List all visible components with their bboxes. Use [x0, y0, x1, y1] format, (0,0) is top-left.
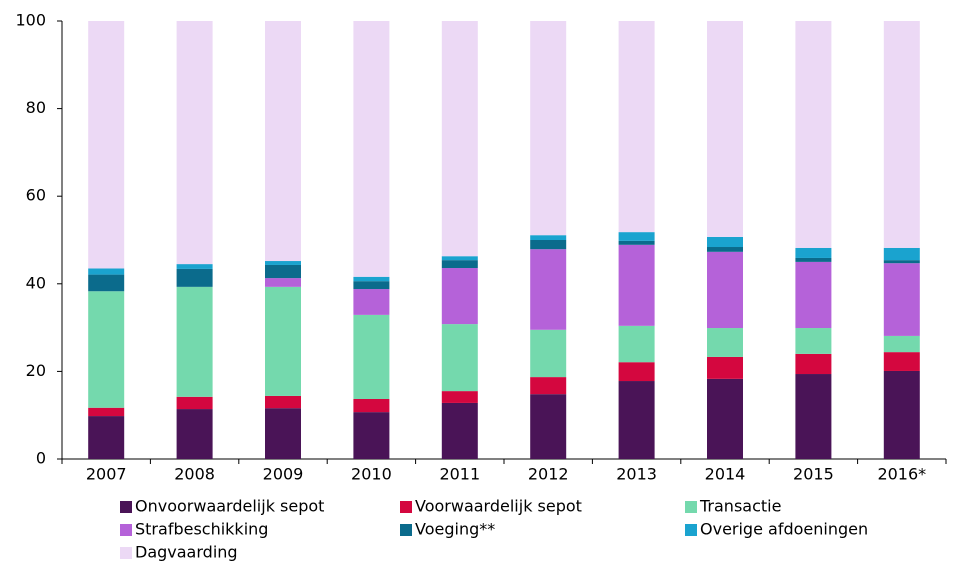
bar-segment: [441, 391, 478, 403]
y-tick-label: 60: [26, 186, 46, 205]
legend-swatch: [120, 524, 132, 536]
x-tick-label: 2010: [351, 465, 392, 484]
x-tick-label: 2007: [86, 465, 127, 484]
x-tick-label: 2008: [174, 465, 215, 484]
bar-segment: [618, 325, 655, 363]
bar-segment: [265, 408, 301, 459]
bar-segment: [441, 260, 478, 269]
bar-segment: [265, 395, 301, 409]
bar-segment: [88, 21, 125, 269]
bar-segment: [265, 286, 301, 396]
bar-segment: [795, 247, 832, 258]
x-tick-label: 2009: [263, 465, 304, 484]
legend-swatch: [120, 547, 132, 559]
bar-segment: [707, 356, 743, 379]
x-tick-label: 2015: [793, 465, 834, 484]
bar-segment: [530, 394, 567, 459]
bar-segment: [707, 21, 743, 237]
bar-segment: [618, 232, 655, 241]
bar-segment: [707, 378, 743, 459]
bar-segment: [795, 353, 832, 375]
y-tick-label: 0: [36, 449, 46, 468]
bar-segment: [530, 235, 567, 240]
legend-swatch: [400, 524, 412, 536]
bar-segment: [883, 247, 920, 261]
bar-segment: [441, 324, 478, 392]
bar-segment: [176, 268, 213, 287]
x-tick-label: 2011: [439, 465, 480, 484]
bar-segment: [707, 251, 743, 329]
bar-segment: [795, 374, 832, 459]
bar-segment: [707, 236, 743, 248]
legend-swatch: [685, 524, 697, 536]
bar-segment: [176, 409, 213, 459]
bar-segment: [618, 381, 655, 459]
bar-segment: [530, 249, 567, 330]
bar-segment: [883, 335, 920, 353]
bar-segment: [530, 240, 567, 250]
bar-segment: [176, 21, 213, 265]
bar-segment: [707, 328, 743, 357]
legend-label: Dagvaarding: [135, 543, 238, 562]
x-tick-label: 2012: [528, 465, 569, 484]
x-tick-label: 2016*: [877, 465, 926, 484]
x-tick-label: 2014: [705, 465, 746, 484]
y-tick-label: 100: [15, 11, 46, 30]
legend-label: Overige afdoeningen: [700, 520, 868, 539]
bar-segment: [353, 398, 390, 413]
y-tick-label: 80: [26, 98, 46, 117]
bar-segment: [88, 407, 125, 417]
bar-segment: [265, 21, 301, 262]
bar-segment: [883, 352, 920, 371]
bar-segment: [883, 370, 920, 459]
bar-segment: [795, 328, 832, 354]
bar-segment: [353, 281, 390, 290]
bar-segment: [883, 263, 920, 336]
bar-segment: [618, 362, 655, 382]
y-tick-label: 20: [26, 361, 46, 380]
bar-segment: [530, 329, 567, 378]
bar-segment: [795, 257, 832, 262]
bar-segment: [353, 412, 390, 459]
bar-segment: [353, 21, 390, 277]
bar-segment: [441, 256, 478, 261]
bar-segment: [353, 314, 390, 399]
bar-segment: [265, 264, 301, 279]
legend-swatch: [400, 501, 412, 513]
legend-swatch: [120, 501, 132, 513]
legend-swatch: [685, 501, 697, 513]
bar-segment: [176, 286, 213, 397]
bar-segment: [88, 268, 125, 275]
bar-segment: [707, 247, 743, 252]
bar-segment: [353, 289, 390, 315]
bar-segment: [441, 402, 478, 459]
bar-segment: [88, 274, 125, 292]
bar-segment: [176, 264, 213, 269]
bar-segment: [353, 276, 390, 282]
legend-label: Voeging**: [415, 520, 495, 539]
legend-label: Transactie: [699, 497, 781, 516]
bar-segment: [530, 377, 567, 395]
bar-segment: [795, 21, 832, 248]
bar-segment: [441, 268, 478, 325]
bar-segment: [88, 416, 125, 459]
legend-label: Voorwaardelijk sepot: [415, 497, 582, 516]
bar-segment: [795, 261, 832, 329]
bar-segment: [530, 21, 567, 236]
bar-segment: [618, 21, 655, 233]
bar-segment: [883, 21, 920, 248]
legend-label: Strafbeschikking: [135, 520, 268, 539]
bar-segment: [441, 21, 478, 257]
bar-segment: [265, 278, 301, 287]
x-tick-label: 2013: [616, 465, 657, 484]
bar-segment: [265, 261, 301, 265]
bar-segment: [618, 244, 655, 326]
legend-label: Onvoorwaardelijk sepot: [135, 497, 324, 516]
bar-segment: [176, 396, 213, 410]
bar-segment: [618, 240, 655, 245]
bar-segment: [88, 291, 125, 408]
y-tick-label: 40: [26, 273, 46, 292]
bar-segment: [883, 260, 920, 264]
